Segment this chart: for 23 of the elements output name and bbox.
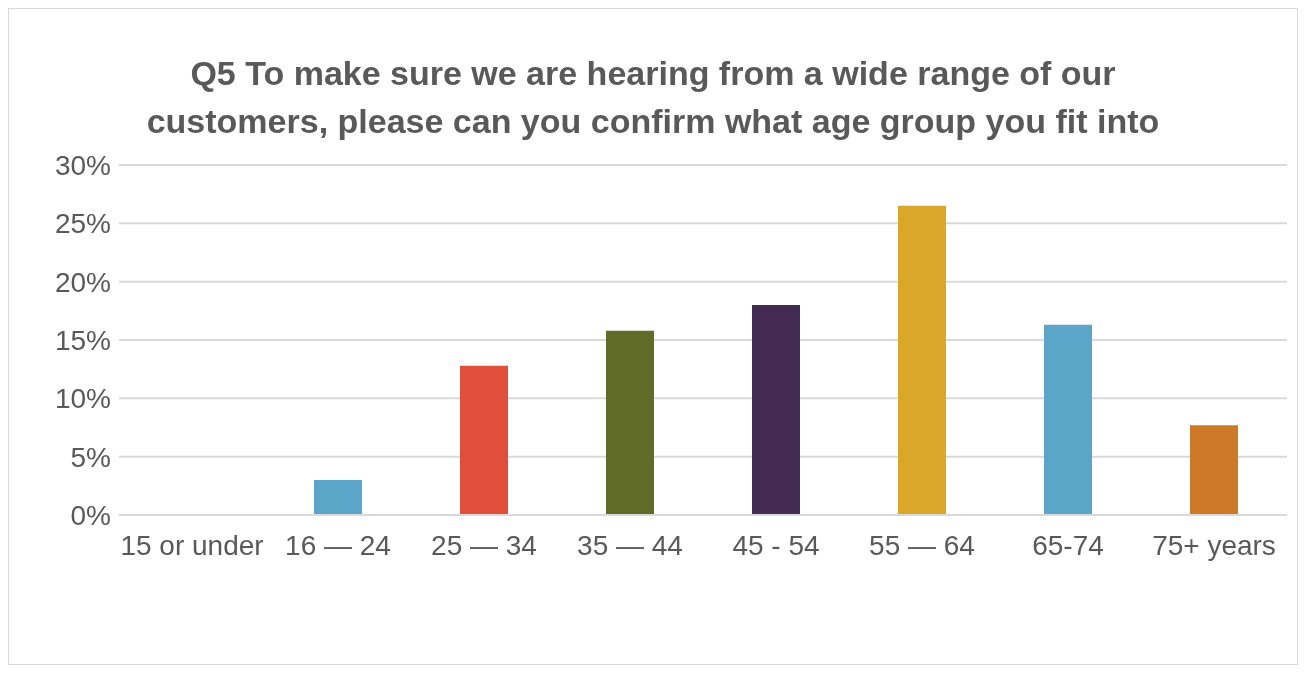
x-tick-label: 55 — 64 bbox=[869, 529, 975, 561]
x-tick-label: 45 - 54 bbox=[732, 529, 820, 561]
x-tick-label: 15 or under bbox=[120, 529, 264, 561]
bar bbox=[1044, 324, 1092, 515]
bar bbox=[606, 330, 654, 515]
x-tick-label: 75+ years bbox=[1152, 529, 1276, 561]
y-tick-label: 5% bbox=[70, 441, 111, 473]
chart-title: Q5 To make sure we are hearing from a wide range of our customers, please can you confirm what age group you fit into bbox=[145, 53, 1161, 142]
y-tick-label: 25% bbox=[54, 208, 111, 240]
y-tick-label: 10% bbox=[54, 383, 111, 415]
x-tick-label: 65-74 bbox=[1032, 529, 1104, 561]
bar bbox=[460, 365, 508, 515]
y-tick-label: 0% bbox=[70, 499, 111, 531]
y-tick-label: 30% bbox=[54, 149, 111, 181]
y-tick-label: 20% bbox=[54, 266, 111, 298]
bar bbox=[752, 305, 800, 515]
x-tick-label: 35 — 44 bbox=[577, 529, 683, 561]
bar bbox=[314, 480, 362, 515]
y-tick-label: 15% bbox=[54, 324, 111, 356]
x-tick-label: 16 — 24 bbox=[285, 529, 391, 561]
bar bbox=[1190, 425, 1238, 515]
x-tick-label: 25 — 34 bbox=[431, 529, 537, 561]
bar bbox=[898, 205, 946, 515]
